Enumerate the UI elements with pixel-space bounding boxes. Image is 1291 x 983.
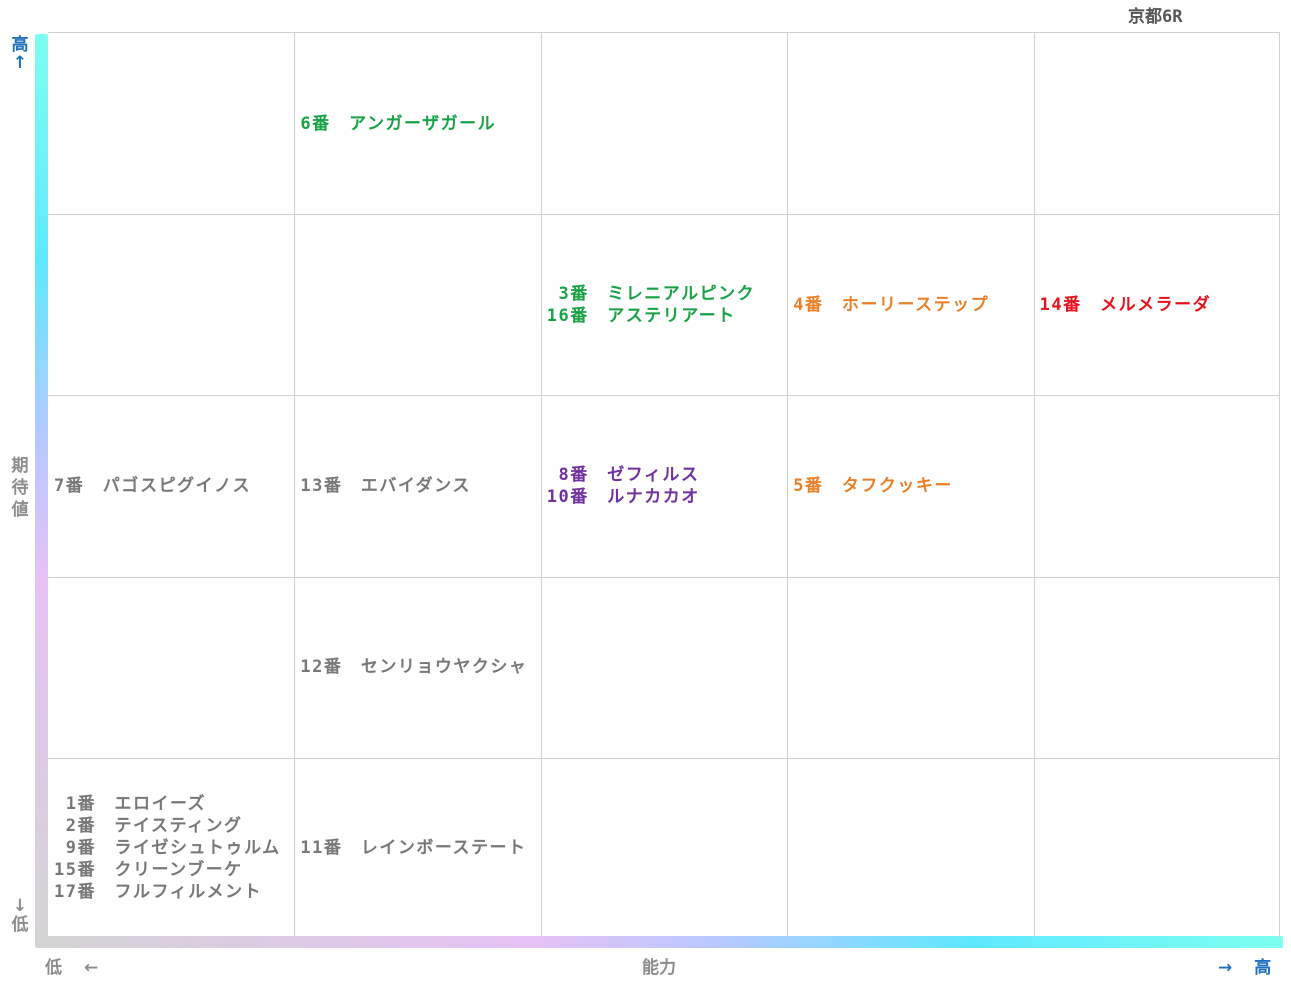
horse-entry: 14番 メルメラーダ bbox=[1039, 294, 1212, 315]
x-low-text: 低 bbox=[45, 958, 62, 978]
grid-cell: 12番 センリョウヤクシャ bbox=[294, 577, 540, 758]
horse-entry: 7番 パゴスピグイノス bbox=[54, 475, 252, 496]
horse-entry: 6番 アンガーザガール bbox=[300, 113, 497, 134]
horse-entry: 15番 クリーンブーケ bbox=[54, 860, 243, 881]
horse-entry: 5番 タフクッキー bbox=[793, 475, 953, 496]
chart-title: 京都6R bbox=[1128, 7, 1183, 27]
grid-horizontal-line bbox=[48, 757, 1279, 759]
y-title-char: 待 bbox=[11, 478, 29, 498]
grid-horizontal-line bbox=[48, 214, 1279, 216]
y-axis-high-label: 高 ↑ bbox=[10, 34, 30, 73]
x-low-arrow-icon: ← bbox=[84, 958, 99, 978]
horse-entry: 10番 ルナカカオ bbox=[546, 486, 700, 507]
horse-entry: 2番 テイスティング bbox=[54, 816, 243, 837]
horse-entry: 12番 センリョウヤクシャ bbox=[300, 657, 528, 678]
y-title-char: 期 bbox=[11, 456, 29, 476]
plot-grid: 6番 アンガーザガール 3番 ミレニアルピンク 16番 アステリアート 4番 ホーリ… bbox=[48, 32, 1280, 938]
x-high-arrow-icon: → bbox=[1218, 958, 1233, 978]
y-low-arrow-icon: ↓ bbox=[12, 896, 28, 916]
grid-cell: 4番 ホーリーステップ bbox=[787, 214, 1033, 395]
grid-cell: 6番 アンガーザガール bbox=[294, 33, 540, 214]
x-high-text: 高 bbox=[1254, 958, 1272, 978]
horse-entry: 17番 フルフィルメント bbox=[54, 882, 263, 903]
y-high-text: 高 bbox=[11, 35, 29, 55]
horse-entry: 3番 ミレニアルピンク bbox=[546, 283, 756, 304]
y-axis-title: 期 待 値 bbox=[10, 455, 30, 521]
grid-cell: 1番 エロイーズ 2番 テイスティング 9番 ライゼシュトゥルム 15番 クリーン… bbox=[48, 758, 294, 939]
horse-entry: 16番 アステリアート bbox=[546, 305, 736, 326]
x-axis-title: 能力 bbox=[642, 958, 676, 978]
grid-cell: 14番 メルメラーダ bbox=[1034, 214, 1280, 395]
y-low-text: 低 bbox=[11, 915, 29, 935]
y-axis-arrow bbox=[35, 34, 48, 942]
x-axis-arrow bbox=[35, 936, 1283, 948]
grid-cell: 5番 タフクッキー bbox=[787, 395, 1033, 576]
grid-cell: 7番 パゴスピグイノス bbox=[48, 395, 294, 576]
grid-cell: 11番 レインボーステート bbox=[294, 758, 540, 939]
horse-entry: 11番 レインボーステート bbox=[300, 838, 527, 859]
horse-entry: 1番 エロイーズ bbox=[54, 794, 207, 815]
horse-entry: 8番 ゼフィルス bbox=[546, 464, 700, 485]
y-axis-low-label: ↓ 低 bbox=[10, 898, 30, 936]
grid-cell: 8番 ゼフィルス 10番 ルナカカオ bbox=[541, 395, 787, 576]
x-axis-high-label: → 高 bbox=[1218, 953, 1271, 978]
horse-entry: 9番 ライゼシュトゥルム bbox=[54, 838, 281, 859]
grid-vertical-line bbox=[540, 33, 542, 938]
horse-entry: 4番 ホーリーステップ bbox=[793, 294, 990, 315]
horse-entry: 13番 エバイダンス bbox=[300, 475, 471, 496]
grid-horizontal-line bbox=[48, 576, 1279, 578]
grid-vertical-line bbox=[294, 33, 296, 938]
grid-cell: 13番 エバイダンス bbox=[294, 395, 540, 576]
grid-vertical-line bbox=[787, 33, 789, 938]
grid-cell: 3番 ミレニアルピンク 16番 アステリアート bbox=[541, 214, 787, 395]
y-title-char: 値 bbox=[11, 500, 29, 520]
grid-vertical-line bbox=[1033, 33, 1035, 938]
grid-horizontal-line bbox=[48, 395, 1279, 397]
x-axis-low-label: 低 ← bbox=[45, 953, 98, 978]
y-high-arrow-icon: ↑ bbox=[12, 53, 28, 73]
